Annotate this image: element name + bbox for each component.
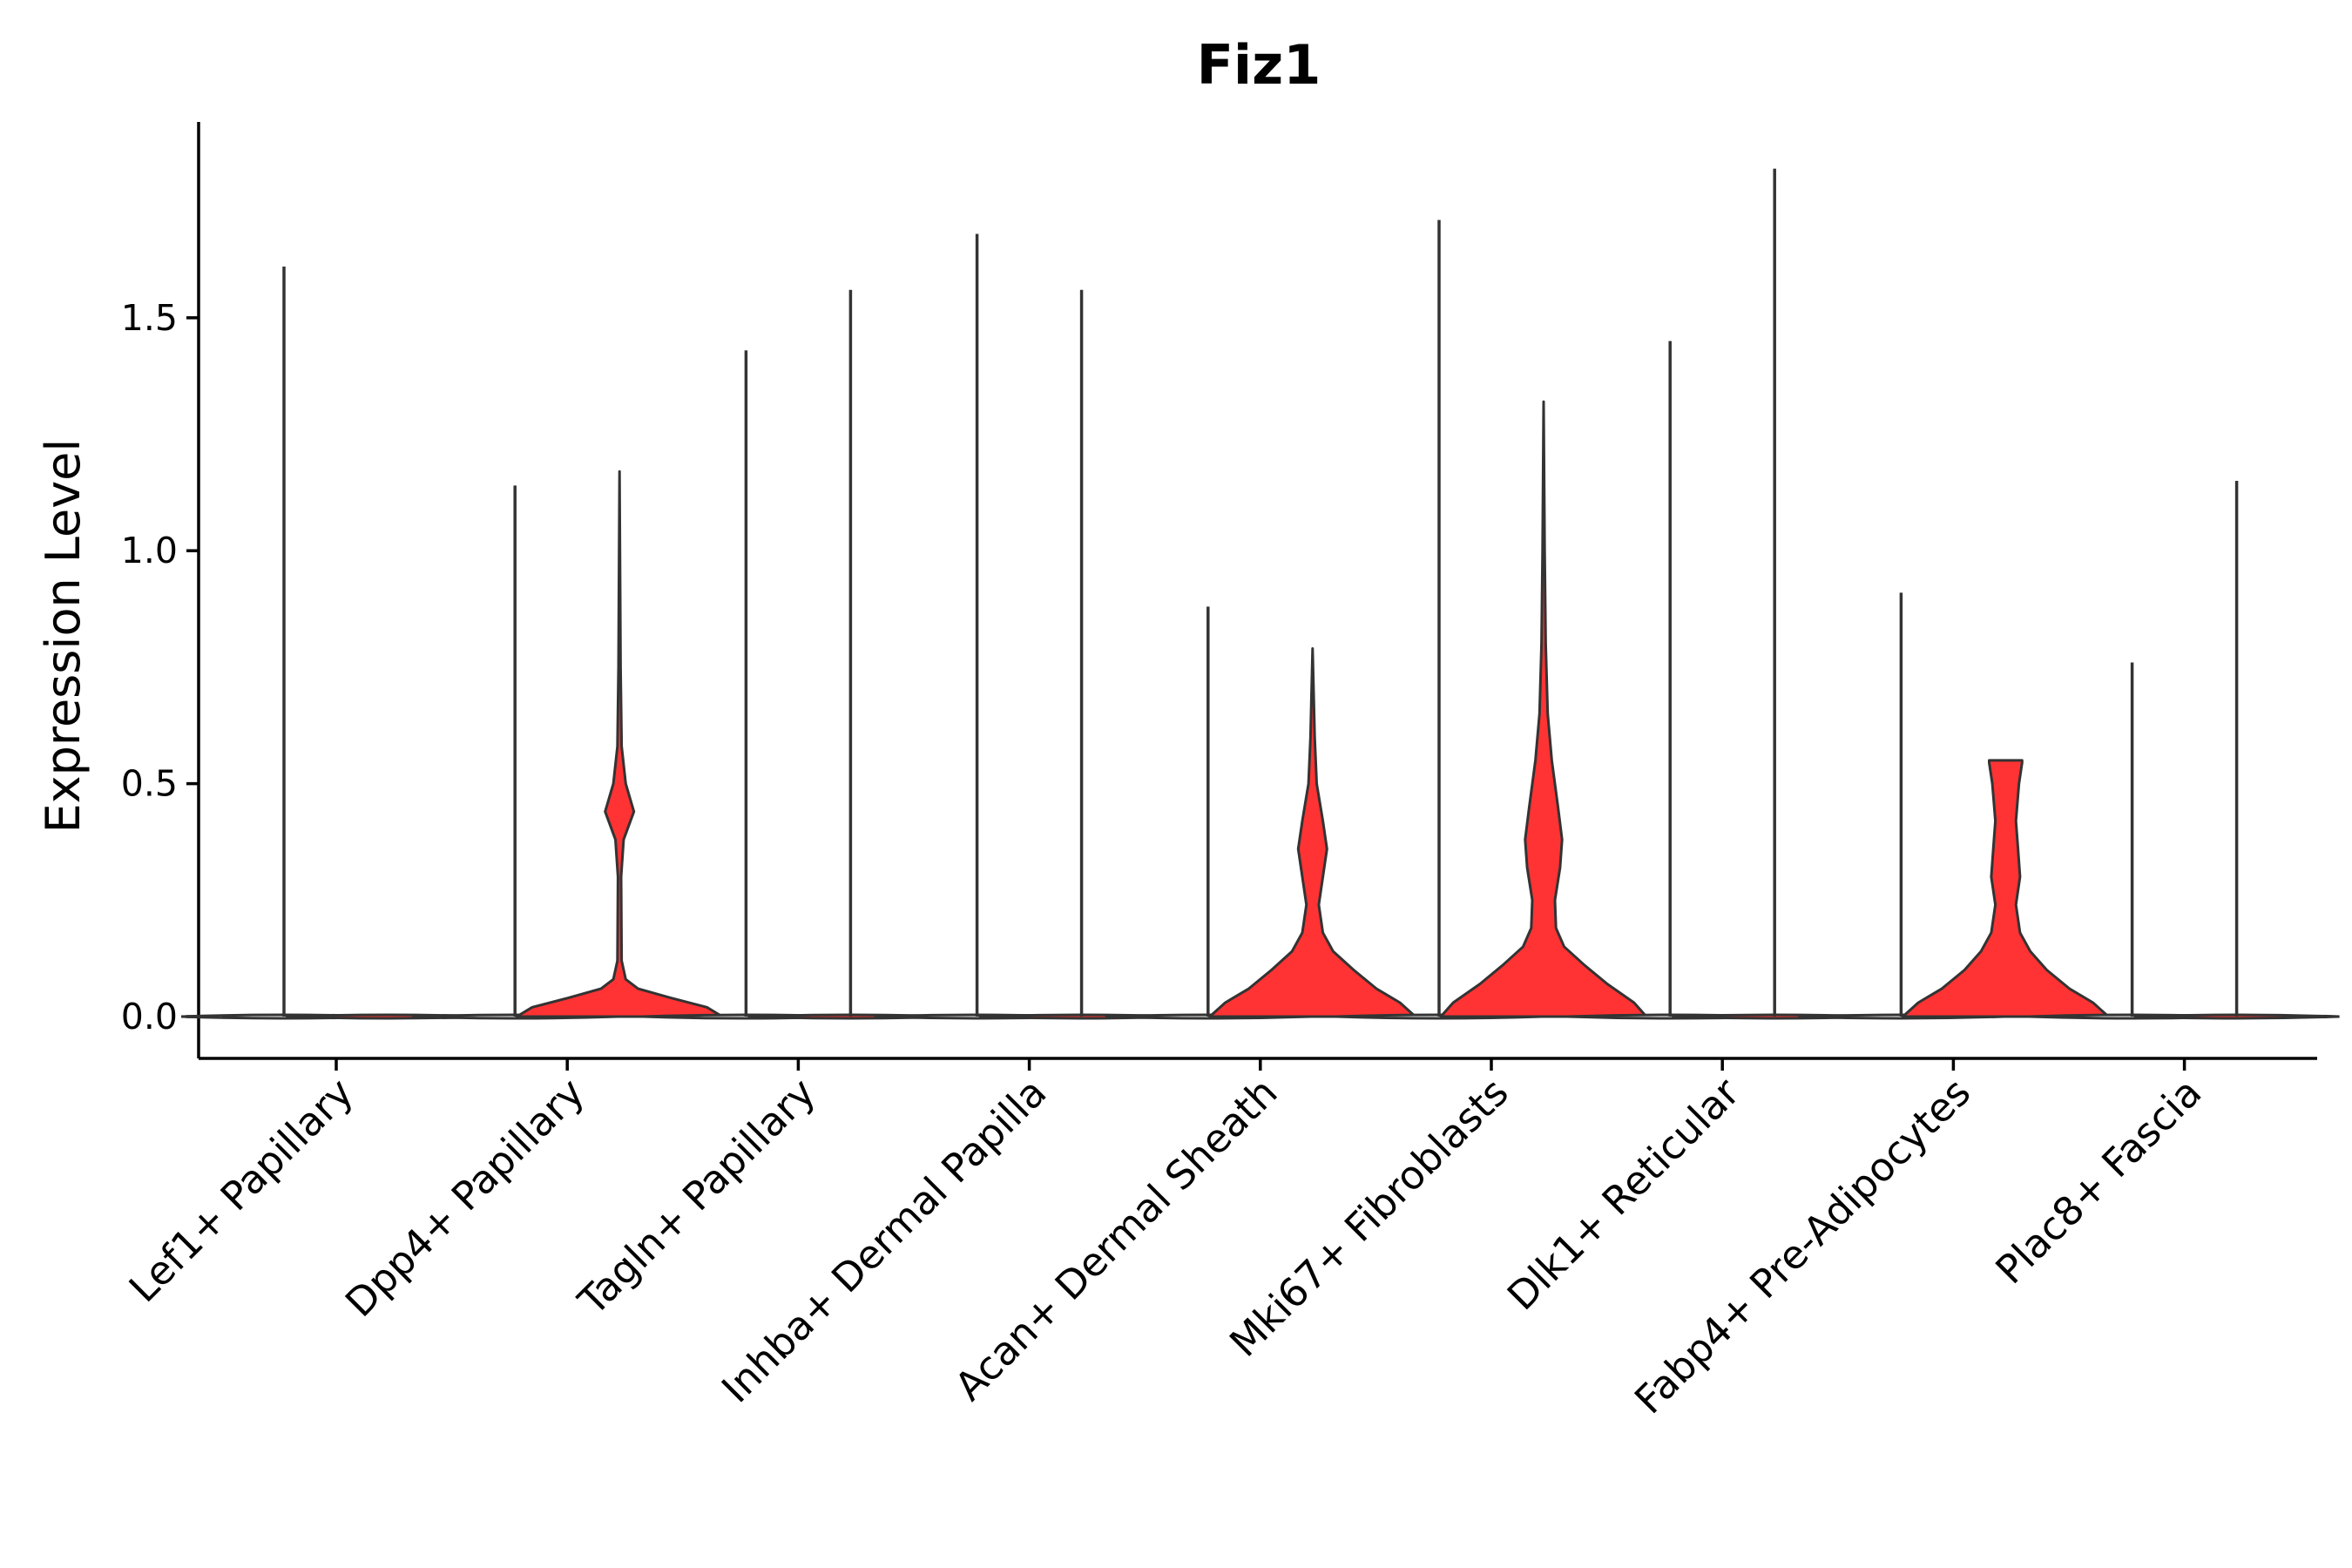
x-tick-label: Dpp4+ Papillary <box>336 1069 593 1326</box>
x-tick-label: Plac8+ Fascia <box>1987 1069 2211 1293</box>
violins <box>180 168 2340 1020</box>
violin-lef1-papillary-0 <box>180 266 388 1020</box>
violin-dlk1-reticular-0 <box>1567 341 1774 1020</box>
violin-dlk1-reticular-1 <box>1672 168 1878 1020</box>
chart-title: Fiz1 <box>1197 33 1321 97</box>
violin-body <box>1439 400 1648 1018</box>
violin-acan-dermal-sheath-1 <box>1208 647 1417 1018</box>
violin-body <box>515 470 724 1018</box>
x-tick-label: Tagln+ Papillary <box>569 1069 824 1324</box>
y-tick-label: 0.0 <box>121 996 178 1037</box>
violin-plac8-fascia-0 <box>2029 662 2235 1020</box>
violin-fabp4-pre-adipocytes-1 <box>1901 759 2110 1018</box>
x-tick-label: Dlk1+ Reticular <box>1498 1069 1748 1319</box>
y-tick-label: 1.5 <box>121 297 178 339</box>
y-axis-label: Expression Level <box>36 439 91 834</box>
violin-inhba-dermal-papilla-1 <box>978 289 1185 1020</box>
violin-fabp4-pre-adipocytes-0 <box>1798 592 2004 1020</box>
violin-inhba-dermal-papilla-0 <box>874 233 1080 1020</box>
violin-mki67-fibroblasts-0 <box>1335 220 1543 1020</box>
violin-tagln-papillary-0 <box>643 350 849 1020</box>
violin-tagln-papillary-1 <box>747 289 954 1020</box>
violin-dpp4-papillary-1 <box>515 470 724 1018</box>
violin-body <box>1208 647 1417 1018</box>
y-tick-label: 1.0 <box>121 530 178 571</box>
y-axis: 0.0 0.5 1.0 1.5 <box>121 122 200 1058</box>
violin-acan-dermal-sheath-0 <box>1105 606 1311 1020</box>
violin-body <box>1901 759 2110 1018</box>
violin-dpp4-papillary-0 <box>412 485 618 1020</box>
violin-mki67-fibroblasts-1 <box>1439 400 1648 1018</box>
violin-plac8-fascia-1 <box>2133 480 2340 1020</box>
y-tick-label: 0.5 <box>121 763 178 805</box>
x-tick-label: Lef1+ Papillary <box>120 1069 362 1311</box>
